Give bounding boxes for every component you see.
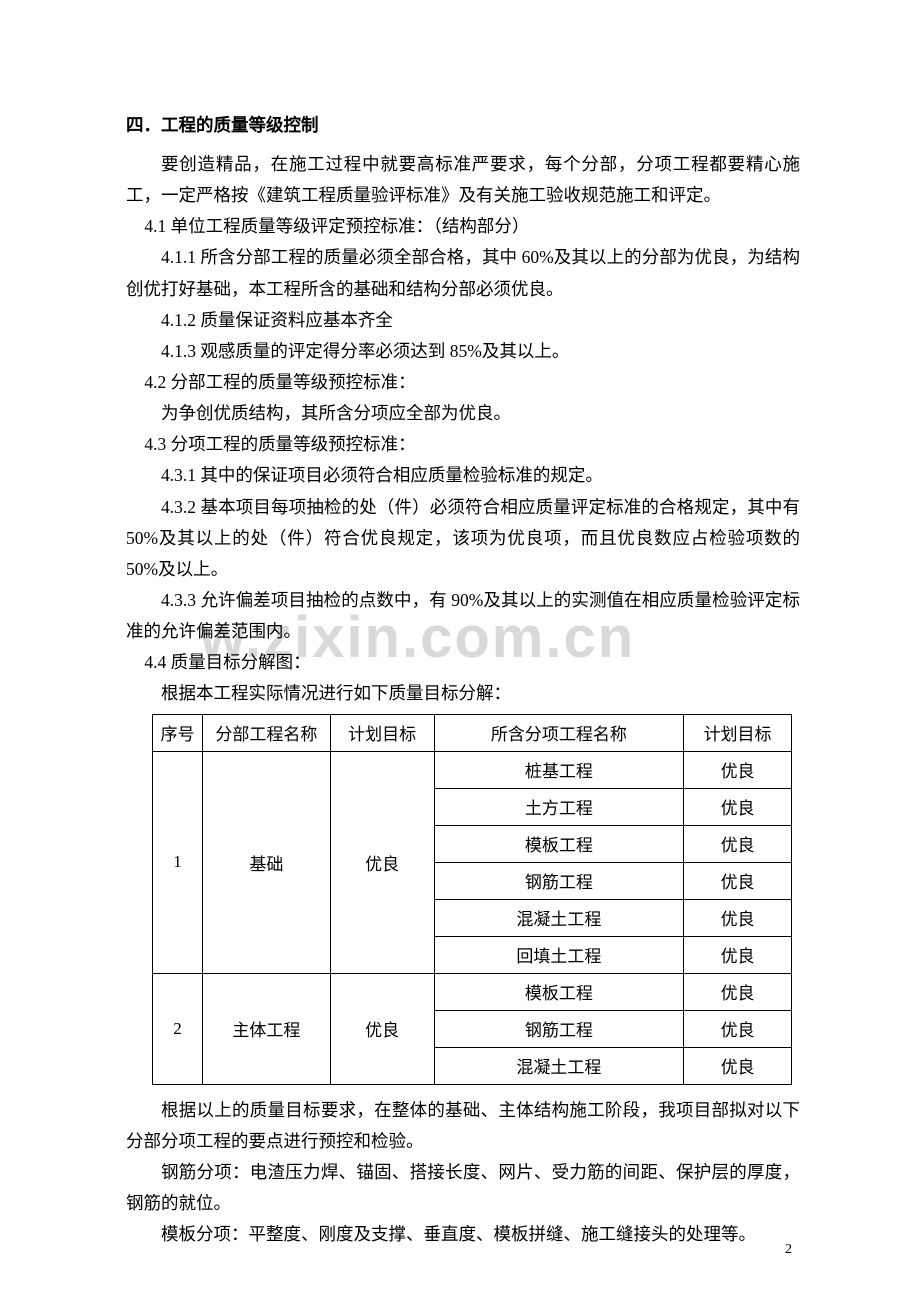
- paragraph: 钢筋分项：电渣压力焊、锚固、搭接长度、网片、受力筋的间距、保护层的厚度，钢筋的就…: [126, 1157, 800, 1219]
- paragraph: 4.4 质量目标分解图：: [126, 647, 800, 678]
- cell-jh2: 优良: [684, 1047, 792, 1084]
- cell-fx-name: 回填土工程: [434, 936, 684, 973]
- cell-fb-name: 主体工程: [202, 973, 330, 1084]
- paragraph: 4.2 分部工程的质量等级预控标准：: [126, 367, 800, 398]
- document-page: w.zixin.com.cn 四．工程的质量等级控制 要创造精品，在施工过程中就…: [0, 0, 920, 1310]
- cell-fx-name: 模板工程: [434, 825, 684, 862]
- cell-fb-name: 基础: [202, 751, 330, 973]
- table-header-row: 序号 分部工程名称 计划目标 所含分项工程名称 计划目标: [153, 714, 792, 751]
- table-body: 1基础优良桩基工程优良土方工程优良模板工程优良钢筋工程优良混凝土工程优良回填土工…: [153, 751, 792, 1084]
- cell-seq: 2: [153, 973, 203, 1084]
- cell-jh: 优良: [330, 973, 434, 1084]
- col-header-seq: 序号: [153, 714, 203, 751]
- paragraph: 4.3 分项工程的质量等级预控标准：: [126, 429, 800, 460]
- paragraph: 根据以上的质量目标要求，在整体的基础、主体结构施工阶段，我项目部拟对以下分部分项…: [126, 1095, 800, 1157]
- section-heading: 四．工程的质量等级控制: [126, 112, 800, 137]
- paragraph: 4.3.2 基本项目每项抽检的处（件）必须符合相应质量评定标准的合格规定，其中有…: [126, 492, 800, 585]
- table-row: 1基础优良桩基工程优良: [153, 751, 792, 788]
- paragraph: 要创造精品，在施工过程中就要高标准严要求，每个分部，分项工程都要精心施工，一定严…: [126, 149, 800, 211]
- paragraph: 4.1.3 观感质量的评定得分率必须达到 85%及其以上。: [126, 336, 800, 367]
- col-header-jh2: 计划目标: [684, 714, 792, 751]
- cell-jh2: 优良: [684, 825, 792, 862]
- cell-jh2: 优良: [684, 936, 792, 973]
- cell-jh: 优良: [330, 751, 434, 973]
- cell-fx-name: 混凝土工程: [434, 1047, 684, 1084]
- paragraph: 4.3.3 允许偏差项目抽检的点数中，有 90%及其以上的实测值在相应质量检验评…: [126, 585, 800, 647]
- paragraph: 4.1.1 所含分部工程的质量必须全部合格，其中 60%及其以上的分部为优良，为…: [126, 242, 800, 304]
- cell-jh2: 优良: [684, 1010, 792, 1047]
- paragraph: 4.1 单位工程质量等级评定预控标准：（结构部分）: [126, 211, 800, 242]
- paragraph: 根据本工程实际情况进行如下质量目标分解：: [126, 678, 800, 709]
- cell-fx-name: 钢筋工程: [434, 862, 684, 899]
- col-header-fb: 分部工程名称: [202, 714, 330, 751]
- cell-jh2: 优良: [684, 788, 792, 825]
- cell-fx-name: 钢筋工程: [434, 1010, 684, 1047]
- cell-fx-name: 土方工程: [434, 788, 684, 825]
- col-header-fx: 所含分项工程名称: [434, 714, 684, 751]
- paragraph: 模板分项：平整度、刚度及支撑、垂直度、模板拼缝、施工缝接头的处理等。: [126, 1219, 800, 1250]
- cell-fx-name: 桩基工程: [434, 751, 684, 788]
- cell-seq: 1: [153, 751, 203, 973]
- paragraph: 4.3.1 其中的保证项目必须符合相应质量检验标准的规定。: [126, 460, 800, 491]
- cell-fx-name: 混凝土工程: [434, 899, 684, 936]
- cell-jh2: 优良: [684, 862, 792, 899]
- cell-fx-name: 模板工程: [434, 973, 684, 1010]
- table-row: 2主体工程优良模板工程优良: [153, 973, 792, 1010]
- cell-jh2: 优良: [684, 751, 792, 788]
- page-content: 四．工程的质量等级控制 要创造精品，在施工过程中就要高标准严要求，每个分部，分项…: [126, 112, 800, 1250]
- cell-jh2: 优良: [684, 899, 792, 936]
- quality-target-table: 序号 分部工程名称 计划目标 所含分项工程名称 计划目标 1基础优良桩基工程优良…: [152, 714, 792, 1085]
- paragraph: 为争创优质结构，其所含分项应全部为优良。: [126, 398, 800, 429]
- paragraph: 4.1.2 质量保证资料应基本齐全: [126, 305, 800, 336]
- col-header-jh: 计划目标: [330, 714, 434, 751]
- cell-jh2: 优良: [684, 973, 792, 1010]
